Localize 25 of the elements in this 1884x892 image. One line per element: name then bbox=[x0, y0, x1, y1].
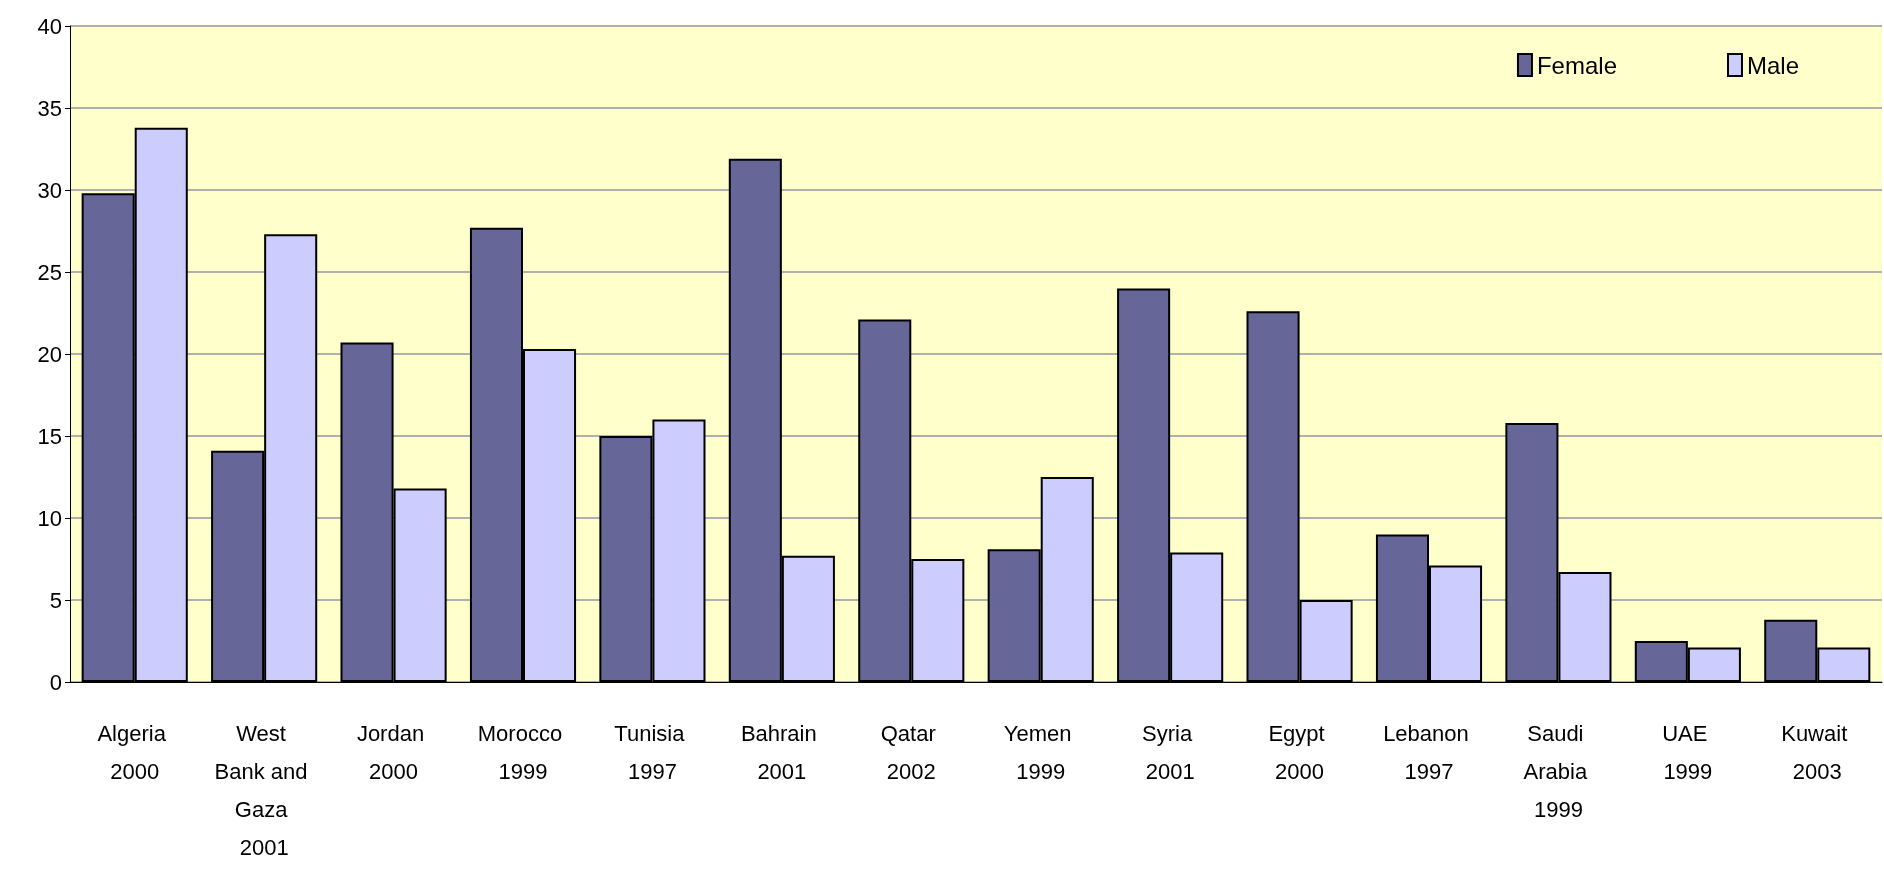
x-tick-label: Algeria 2000 bbox=[97, 720, 173, 784]
x-tick-label: Yemen 1999 bbox=[1003, 720, 1078, 784]
x-tick-label: Lebanon 1997 bbox=[1383, 720, 1475, 784]
x-tick-label: Syria 2001 bbox=[1142, 720, 1199, 784]
x-tick-label: Egypt 2000 bbox=[1268, 720, 1331, 784]
y-tick-label: 10 bbox=[37, 505, 62, 531]
legend-label: Male bbox=[1746, 51, 1800, 79]
x-tick-label: Morocco 1999 bbox=[477, 720, 569, 784]
x-tick-label: Qatar 2002 bbox=[880, 720, 942, 784]
y-tick-label: 25 bbox=[37, 259, 62, 285]
y-tick-label: 5 bbox=[49, 587, 62, 613]
x-tick-label: Tunisia 1997 bbox=[614, 720, 691, 784]
x-tick-label: Saudi Arabia 1999 bbox=[1523, 720, 1594, 822]
y-tick-label: 15 bbox=[37, 423, 62, 449]
y-tick-label: 40 bbox=[37, 13, 62, 39]
x-tick-label: Jordan 2000 bbox=[356, 720, 431, 784]
y-tick-label: 35 bbox=[37, 95, 62, 121]
x-tick-label: UAE 1999 bbox=[1662, 720, 1714, 784]
y-tick-label: 20 bbox=[37, 341, 62, 367]
legend-label: Female bbox=[1536, 51, 1617, 79]
x-tick-label: Kuwait 2003 bbox=[1781, 720, 1854, 784]
y-tick-label: 30 bbox=[37, 177, 62, 203]
x-tick-label: West Bank and Gaza 2001 bbox=[214, 720, 314, 860]
x-tick-label: Bahrain 2001 bbox=[740, 720, 823, 784]
y-tick-label: 0 bbox=[49, 669, 62, 695]
